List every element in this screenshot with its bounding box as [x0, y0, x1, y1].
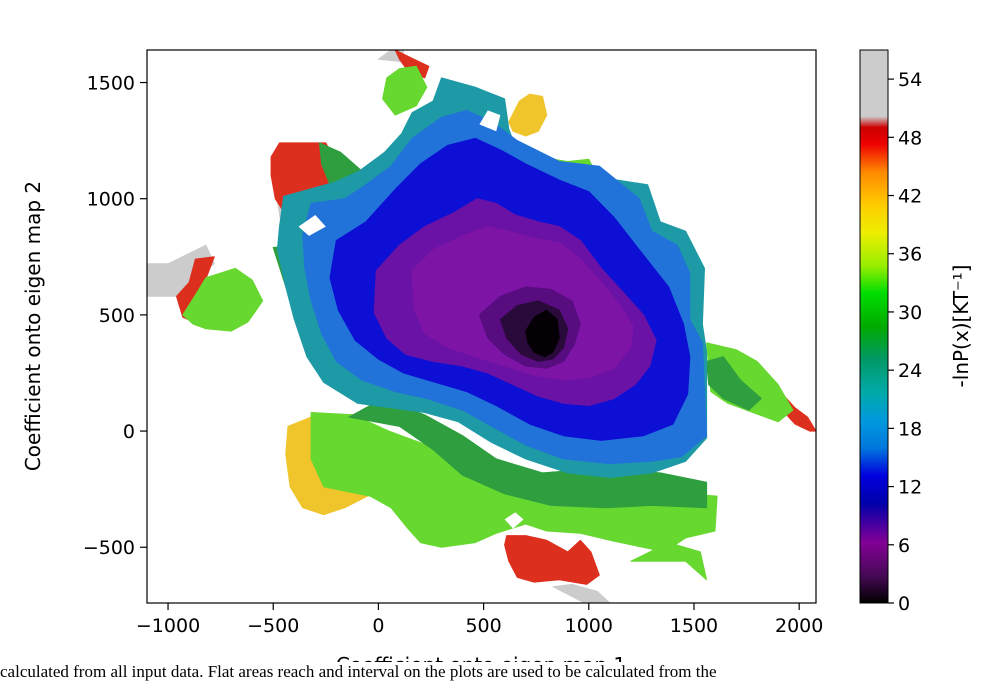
- colorbar-tick-label: 12: [898, 477, 922, 499]
- chart-figure: −1000 −500 0 500 1000 1500 2000 −500 0 500 1000 15…: [21, 49, 973, 662]
- figure-caption-fragment: calculated from all input data. Flat are…: [0, 662, 717, 681]
- y-axis-label: Coefficient onto eigen map 2: [21, 181, 45, 471]
- empty-regions: [298, 110, 722, 529]
- y-tick-label: 1000: [87, 189, 135, 211]
- contour-region-13: [630, 542, 708, 581]
- colorbar-tick-label: 6: [898, 535, 910, 557]
- x-tick-label: 0: [372, 615, 384, 637]
- plot-frame: [146, 49, 817, 604]
- x-tick-label: −1000: [136, 615, 200, 637]
- colorbar-tick-label: 36: [898, 244, 922, 266]
- empty-region-3: [706, 321, 722, 341]
- colorbar-tick-label: 18: [898, 418, 922, 440]
- x-tick-label: 1500: [670, 615, 718, 637]
- y-tick-label: 1500: [87, 73, 135, 95]
- colorbar-tick-label: 48: [898, 127, 922, 149]
- free-energy-surface: [147, 50, 816, 603]
- contour-region-7: [504, 535, 600, 585]
- x-axis-label: Coefficient onto eigen map 1: [336, 653, 626, 662]
- y-tick-label: 0: [123, 421, 135, 443]
- x-tick-label: −500: [247, 615, 299, 637]
- contour-region-19: [706, 356, 762, 411]
- empty-region-1: [479, 110, 501, 132]
- contour-region-11: [182, 267, 264, 332]
- colorbar-tick-label: 0: [898, 593, 910, 615]
- colorbar-tick-label: 24: [898, 360, 922, 382]
- x-tick-label: 500: [465, 615, 501, 637]
- empty-region-2: [504, 512, 524, 529]
- y-tick-label: 500: [99, 305, 135, 327]
- x-tick-label: 1000: [565, 615, 613, 637]
- contour-region-18: [348, 398, 708, 509]
- x-tick-label: 2000: [775, 615, 823, 637]
- colorbar-tick-label: 30: [898, 302, 922, 324]
- empty-region-0: [298, 215, 326, 236]
- y-tick-label: −500: [83, 537, 135, 559]
- colorbar-label: -lnP(x)[KT⁻¹]: [949, 265, 973, 388]
- colorbar-ticks: 0 6 12 18 24 30 36 42 48 54: [888, 69, 922, 615]
- y-axis-ticks: −500 0 500 1000 1500: [83, 73, 147, 559]
- contour-region-16: [382, 65, 428, 116]
- contour-region-6: [394, 50, 430, 79]
- contour-region-3: [552, 583, 611, 603]
- x-axis-ticks: −1000 −500 0 500 1000 1500 2000: [136, 603, 823, 637]
- contour-region-10: [508, 93, 548, 137]
- colorbar: [859, 49, 889, 604]
- colorbar-tick-label: 54: [898, 69, 922, 91]
- contour-region-29: [525, 309, 560, 358]
- colorbar-tick-label: 42: [898, 186, 922, 208]
